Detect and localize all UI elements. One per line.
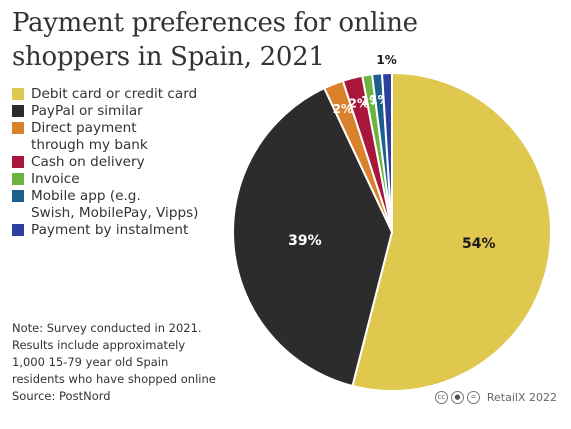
- credit-text: RetailX 2022: [486, 391, 557, 404]
- legend-label: Debit card or credit card: [31, 86, 198, 102]
- legend-swatch: [12, 173, 24, 185]
- pie-slice: [351, 71, 552, 392]
- chart-title: Payment preferences for online shoppers …: [12, 8, 418, 72]
- slice-label: 2%: [333, 102, 353, 116]
- legend-label: Invoice: [31, 171, 80, 187]
- legend-label: Payment by instalment: [31, 222, 189, 238]
- slice-label: 54%: [462, 236, 496, 252]
- legend-swatch: [12, 122, 24, 134]
- pie-slice: [380, 71, 393, 233]
- legend-item: Payment by instalment: [12, 222, 227, 239]
- equals-icon: =: [466, 391, 480, 404]
- legend-label: Direct payment through my bank: [31, 120, 148, 153]
- legend-item: Debit card or credit card: [12, 86, 227, 103]
- legend-swatch: [12, 190, 24, 202]
- legend-label: Cash on delivery: [31, 154, 145, 170]
- legend-label: PayPal or similar: [31, 103, 143, 119]
- legend-swatch: [12, 156, 24, 168]
- legend-swatch: [12, 224, 24, 236]
- cc-icon: cc: [434, 391, 448, 404]
- legend-swatch: [12, 88, 24, 100]
- credit-line: cc ● = RetailX 2022: [434, 391, 557, 404]
- pie-slice: [232, 86, 394, 388]
- chart-legend: Debit card or credit card PayPal or simil…: [12, 86, 227, 239]
- by-icon: ●: [450, 391, 464, 404]
- slice-label: 1%: [376, 53, 396, 67]
- slice-label: 39%: [288, 233, 322, 249]
- legend-item: PayPal or similar: [12, 103, 227, 120]
- legend-swatch: [12, 105, 24, 117]
- chart-note: Note: Survey conducted in 2021. Results …: [12, 321, 216, 403]
- slice-label: 2%: [349, 97, 369, 111]
- legend-item: Cash on delivery: [12, 154, 227, 171]
- legend-label: Mobile app (e.g. Swish, MobilePay, Vipps…: [31, 188, 199, 221]
- legend-item: Direct payment through my bank: [12, 120, 227, 154]
- legend-item: Mobile app (e.g. Swish, MobilePay, Vipps…: [12, 188, 227, 222]
- legend-item: Invoice: [12, 171, 227, 188]
